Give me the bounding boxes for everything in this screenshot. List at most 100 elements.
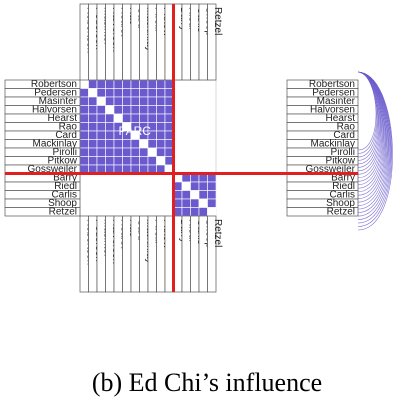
matrix-cell — [122, 105, 132, 115]
matrix-cell — [207, 190, 217, 200]
matrix-cell — [122, 113, 132, 123]
matrix-cell — [198, 181, 208, 191]
matrix-cell — [105, 122, 115, 132]
matrix-cell — [88, 96, 98, 106]
matrix-cell — [96, 113, 106, 123]
left-row-label-box — [4, 207, 81, 217]
cluster-separators — [5, 4, 358, 292]
right-row-label: Pitkow — [326, 156, 356, 167]
left-row-label: Hearst — [48, 113, 78, 124]
matrix-cell — [79, 105, 89, 115]
matrix-cell — [105, 79, 115, 89]
matrix-cell — [207, 198, 217, 208]
right-row-label: Rao — [337, 122, 356, 133]
right-row-label: Masinter — [317, 96, 356, 107]
matrix-cell — [147, 113, 157, 123]
diagonal-cell — [79, 79, 89, 89]
matrix-cell — [130, 105, 140, 115]
matrix-cell — [96, 147, 106, 157]
matrix-cell — [156, 130, 166, 140]
matrix-cell — [79, 122, 89, 132]
right-row-label: Card — [333, 130, 355, 141]
matrix-cells — [79, 79, 217, 217]
matrix-cell — [156, 147, 166, 157]
matrix-cell — [113, 147, 123, 157]
matrix-cell — [122, 139, 132, 149]
diagonal-cell — [96, 96, 106, 106]
left-row-label: Pirolli — [53, 147, 77, 158]
right-row-label: Retzel — [327, 207, 355, 218]
left-row-label: Rao — [59, 122, 78, 133]
matrix-cell — [79, 113, 89, 123]
bottom-col-label: Retzel — [212, 219, 223, 247]
matrix-cell — [190, 198, 200, 208]
matrix-cell — [181, 207, 191, 217]
matrix-cell — [139, 96, 149, 106]
matrix-cell — [156, 105, 166, 115]
influence-arc — [357, 71, 386, 196]
matrix-cell — [96, 79, 106, 89]
matrix-cell — [139, 79, 149, 89]
matrix-cell — [139, 88, 149, 98]
matrix-cell — [79, 156, 89, 166]
matrix-cell — [156, 113, 166, 123]
matrix-cell — [122, 147, 132, 157]
matrix-cell — [130, 113, 140, 123]
matrix-cell — [122, 79, 132, 89]
matrix-cell — [156, 139, 166, 149]
matrix-cell — [113, 139, 123, 149]
diagonal-cell — [113, 113, 123, 123]
influence-arc — [357, 71, 393, 231]
matrix-cell — [79, 139, 89, 149]
right-row-label: Pedersen — [312, 88, 355, 99]
right-row-label: Riedl — [332, 181, 355, 192]
matrix-cell — [130, 79, 140, 89]
matrix-cell — [139, 113, 149, 123]
matrix-cell — [88, 130, 98, 140]
matrix-cell — [130, 147, 140, 157]
right-row-label: Pirolli — [331, 147, 355, 158]
matrix-cell — [79, 147, 89, 157]
diagonal-cell — [207, 207, 217, 217]
left-row-label: Carlis — [51, 190, 77, 201]
left-row-label: Retzel — [49, 207, 77, 218]
matrix-cell — [88, 105, 98, 115]
matrix-cell — [105, 147, 115, 157]
matrix-cell — [88, 139, 98, 149]
matrix-cell — [139, 147, 149, 157]
bottom-column-labels: RobertsonPedersenMasinterHalvorsenHearst… — [79, 215, 223, 293]
matrix-cell — [130, 88, 140, 98]
matrix-cell — [96, 122, 106, 132]
left-row-label: Card — [55, 130, 77, 141]
left-row-label: Halvorsen — [32, 105, 77, 116]
matrix-cell — [113, 96, 123, 106]
diagonal-cell — [147, 147, 157, 157]
diagonal-cell — [190, 190, 200, 200]
left-row-label: Barry — [53, 173, 77, 184]
bottom-col-label-box — [207, 215, 217, 293]
influence-arc — [357, 71, 387, 199]
matrix-cell — [156, 96, 166, 106]
influence-arc — [357, 71, 389, 210]
left-row-label: Riedl — [54, 181, 77, 192]
left-row-label: Shoop — [48, 198, 77, 209]
top-column-labels: RobertsonPedersenMasinterHalvorsenHearst… — [79, 3, 223, 81]
matrix-cell — [96, 156, 106, 166]
matrix-cell — [147, 79, 157, 89]
matrix-cell — [130, 96, 140, 106]
arc-diagram — [357, 71, 393, 231]
matrix-cell — [130, 156, 140, 166]
matrix-cell — [79, 130, 89, 140]
right-row-label: Hearst — [326, 113, 356, 124]
matrix-cell — [147, 139, 157, 149]
matrix-cell — [122, 156, 132, 166]
right-row-label: Carlis — [329, 190, 355, 201]
matrix-cell — [139, 156, 149, 166]
left-row-label: Gossweiler — [28, 164, 78, 175]
matrix-cell — [190, 207, 200, 217]
left-row-label: Robertson — [31, 79, 77, 90]
matrix-cell — [181, 198, 191, 208]
matrix-cell — [147, 156, 157, 166]
matrix-cell — [113, 79, 123, 89]
matrix-cell — [122, 96, 132, 106]
